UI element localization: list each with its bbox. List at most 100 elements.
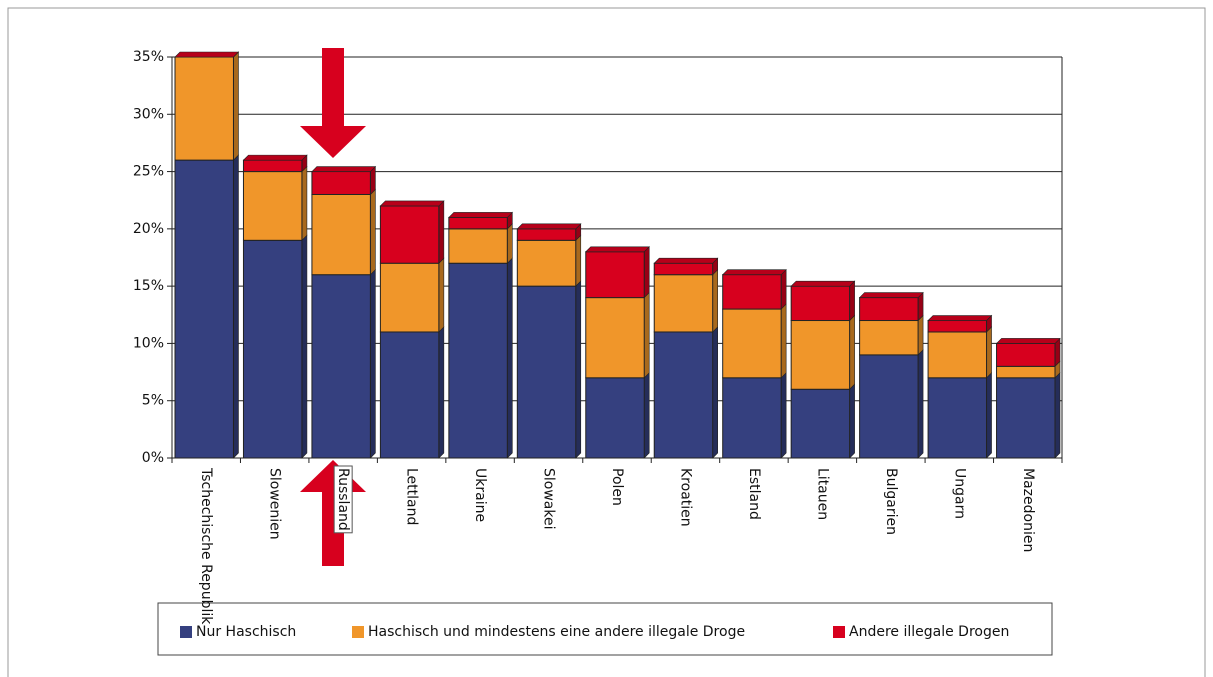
bar-side [849,314,855,390]
legend-label: Andere illegale Drogen [849,624,1009,640]
bar-side [986,326,992,379]
bar-top [721,269,787,275]
bar-side [780,303,787,379]
bar [585,251,645,299]
bar [859,320,919,356]
bar-side [917,314,924,356]
bar-top [790,280,856,287]
bar [996,377,1056,459]
x-tick-label: Slowenien [267,468,283,540]
bar-side [233,154,239,459]
x-tick-label: Ukraine [472,468,488,522]
bar [516,285,577,459]
bar [722,274,782,310]
bar [585,377,645,459]
bar-side [370,188,376,276]
bar-side [301,165,308,242]
x-tick-label: Kroatien [677,468,693,527]
bar-top [516,223,582,230]
legend-swatch [833,626,845,638]
bar-side [643,372,650,459]
bar [859,354,919,459]
bar [516,239,577,287]
bar-side [780,372,787,459]
bar-top [995,338,1061,344]
bar [242,239,303,459]
bar [996,342,1056,367]
bar-side [507,223,513,264]
y-tick-label: 5% [142,393,164,409]
bar-side [917,349,924,459]
bar-side [575,280,582,459]
bar-side [438,326,445,459]
bar [448,262,508,459]
legend-swatch [352,626,364,638]
arrow-down [300,48,366,158]
x-tick-label: Bulgarien [883,468,899,535]
legend-swatch [180,626,192,638]
bar-side [712,326,718,459]
bar [242,171,303,241]
bar-top [653,257,719,264]
frame [7,7,1206,677]
bar-top [379,200,445,207]
bar-top [174,51,240,58]
bar [653,331,714,459]
bar [653,274,714,333]
legend-label: Nur Haschisch [196,624,296,640]
bar [242,159,303,173]
x-tick-label: Tschechische Republik [198,467,214,625]
bar [653,262,714,276]
bar-side [643,246,650,299]
y-tick-label: 10% [133,335,164,351]
label-box [333,465,353,534]
legend-label: Haschisch und mindestens eine andere ill… [368,624,745,640]
bar-side [849,280,855,322]
x-tick-label: Ungarn [951,468,967,519]
bar-side [438,257,445,333]
y-tick-label: 15% [133,278,164,294]
y-tick-label: 0% [142,450,164,466]
bar [722,377,782,459]
bar [516,228,577,241]
bar [927,331,988,379]
bar [174,159,234,459]
bar [379,331,440,459]
y-tick-label: 25% [133,164,164,180]
bar [379,262,440,333]
bar-side [370,268,376,459]
bar-side [233,51,239,161]
bar-side [849,383,855,459]
bar-top [448,212,514,218]
bar [722,308,782,379]
bar [927,320,988,333]
x-tick-label: Estland [746,468,762,520]
bar-top [585,246,650,253]
arrow-up [300,460,366,566]
bar [859,297,919,322]
bar [996,365,1056,379]
x-tick-label: Mazedonien [1020,468,1036,552]
bar-side [986,372,992,459]
x-tick-label: Litauen [814,468,830,520]
bar-top [311,166,377,172]
bar [927,377,988,459]
bar-top [242,154,308,161]
bar [790,388,851,459]
bar-side [643,291,650,379]
bar-side [780,268,787,310]
bar-side [301,234,308,459]
x-tick-label: Russland [335,468,351,531]
x-tick-label: Lettland [404,468,420,525]
bar [311,171,371,195]
bar [174,56,234,161]
bar [311,193,371,276]
bar [790,320,851,390]
bar [448,228,508,264]
bar [585,297,645,379]
bar-side [1054,372,1061,459]
plot: 0% 5% 10% 15% 20% 25% 30% 35% Tschechische Repub… [133,49,1063,625]
bar-side [712,268,718,333]
bar-top [927,315,993,321]
